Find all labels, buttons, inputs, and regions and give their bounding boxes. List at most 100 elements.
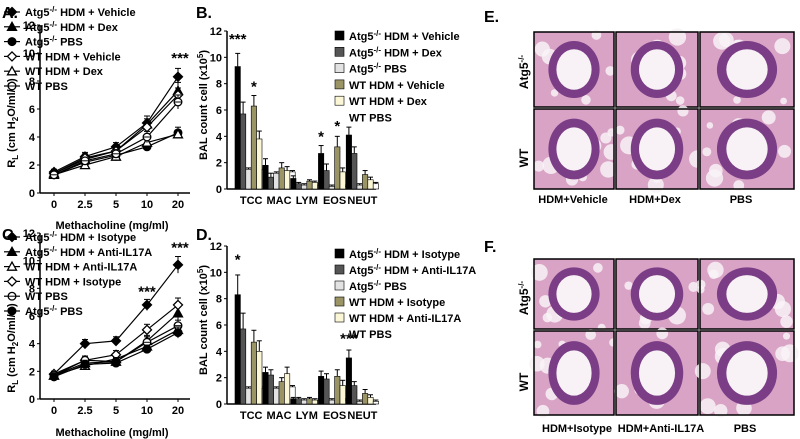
micrograph-f-1-2-alveolus — [694, 363, 711, 380]
micrograph-f-1-1-airway-lumen — [638, 350, 676, 396]
bar-d-4-0 — [345, 357, 352, 405]
x-tick-label-c: 20 — [172, 405, 184, 417]
row-label-atg5-e: Atg5-/- — [517, 55, 531, 90]
bar-d-4-1 — [351, 385, 358, 405]
legend-marker-c-2 — [6, 260, 18, 271]
y-tick-label-a: 4 — [29, 132, 36, 144]
x-tick-label-d: EOS — [323, 410, 346, 422]
legend-swatch-b-3 — [334, 79, 345, 90]
micrograph-e-1-2-alveolus — [705, 169, 724, 187]
bar-b-1-1 — [267, 176, 274, 190]
micrograph-e-0-1-airway-lumen — [638, 49, 676, 90]
bar-b-0-0 — [234, 66, 241, 190]
micrograph-e-0-0-border — [533, 31, 615, 108]
micrograph-f-0-0-alveolus — [539, 295, 552, 308]
x-tick-label-a: 0 — [51, 199, 57, 211]
data-point-c-0 — [172, 259, 184, 271]
x-tick-label-b: TCC — [240, 195, 263, 207]
row-label-atg5-f: Atg5-/- — [517, 281, 531, 316]
significance-label-c: *** — [171, 239, 189, 256]
line-chart-c: RL (cm H2O/ml/S) Methacholine (mg/ml) 0 2… — [4, 228, 190, 439]
x-tick-label-c: 5 — [113, 405, 119, 417]
x-tick-label-b: MAC — [266, 195, 291, 207]
micrograph-e-0-0-airway-lumen — [556, 49, 592, 90]
bar-d-0-0 — [234, 294, 241, 405]
micrograph-f-0-2-border — [699, 258, 795, 330]
line-chart-a: RL (cm H2O/ml/S) Methacholine (mg/ml) 0 2… — [4, 5, 190, 232]
data-point-a-0 — [172, 71, 184, 83]
y-tick-label-d: 2 — [216, 373, 222, 385]
significance-label-d: * — [235, 251, 241, 268]
bar-b-1-4 — [284, 170, 291, 190]
micrograph-f-1-2-alveolus — [714, 404, 728, 418]
y-tick-label-d: 6 — [216, 320, 222, 332]
y-tick-label-d: 0 — [216, 399, 222, 411]
x-tick-label-d: MAC — [266, 410, 291, 422]
bar-chart-b: BAL count cell (x105) 0 2 4 6 8 10 12 TCC MAC LYM… — [196, 26, 460, 207]
bar-d-3-4 — [339, 385, 346, 405]
data-point-c-1 — [172, 307, 184, 318]
col-label-pbs-f: PBS — [734, 423, 757, 435]
micrograph-e-1-1 — [615, 105, 707, 193]
micrograph-f-1-2-alveolus — [782, 332, 791, 340]
micrograph-f-1-0-border — [533, 330, 615, 416]
micrograph-f-0-0-alveolus — [593, 263, 603, 273]
row-label-wt-e: WT — [517, 148, 531, 167]
legend-label-a-5: WT PBS — [25, 81, 68, 93]
micrograph-f-0-0-alveolus — [530, 264, 548, 281]
y-tick-label-a: 12 — [23, 20, 35, 32]
x-axis-title-c: Methacholine (mg/ml) — [55, 427, 168, 439]
micrograph-f-1-0-alveolus — [585, 329, 597, 341]
legend-label-b-1: Atg5-/- HDM + Dex — [349, 45, 443, 59]
micrograph-e-0-2-alveolus — [774, 38, 791, 55]
legend-marker-a-2 — [7, 37, 17, 47]
bar-b-2-3 — [306, 180, 313, 190]
data-point-c-5 — [49, 372, 59, 382]
bar-d-4-2 — [356, 401, 363, 405]
micrograph-f-0-2-alveolus — [707, 261, 724, 279]
micrograph-f-0-0-border — [533, 258, 615, 330]
data-point-c-0 — [79, 338, 91, 350]
panel-label-e: E. — [484, 9, 499, 26]
legend-swatch-d-1 — [334, 264, 345, 275]
micrograph-e-1-2-alveolus — [702, 147, 712, 157]
col-label-hdm-isotype: HDM+Isotype — [542, 423, 612, 435]
legend-label-a-1: Atg5-/- HDM + Dex — [25, 20, 119, 34]
micrograph-grid-e: Atg5-/- WT HDM+Vehicle HDM+Dex PBS — [517, 28, 795, 206]
micrograph-f-0-1-border — [615, 258, 699, 330]
bar-d-1-1 — [267, 374, 274, 405]
micrograph-f-1-0 — [529, 329, 618, 418]
micrograph-f-0-0-airway-lumen — [556, 275, 592, 313]
bar-b-4-0 — [345, 134, 352, 190]
bar-b-2-2 — [301, 184, 308, 190]
bar-b-3-0 — [318, 153, 325, 190]
bar-b-2-0 — [290, 178, 297, 190]
micrograph-f-1-2-airway-lumen — [726, 350, 768, 396]
legend-swatch-b-2 — [334, 63, 345, 73]
y-tick-label-c: 12 — [23, 228, 35, 240]
data-point-c-5 — [173, 328, 183, 338]
bar-d-4-4 — [367, 397, 374, 405]
y-axis-title-d: BAL count cell (x105) — [196, 265, 210, 375]
bar-b-0-1 — [240, 113, 247, 190]
micrograph-e-0-2-airway-lumen — [726, 49, 768, 90]
legend-label-d-0: Atg5-/- HDM + Isotype — [349, 247, 460, 261]
x-tick-label-c: 0 — [51, 405, 57, 417]
legend-marker-c-1 — [6, 245, 18, 257]
micrograph-f-1-2-alveolus — [775, 346, 790, 362]
data-point-c-0 — [141, 299, 153, 311]
bar-b-4-3 — [362, 174, 369, 190]
bar-b-4-5 — [372, 183, 379, 190]
x-tick-label-a: 10 — [141, 199, 153, 211]
y-tick-label-b: 2 — [216, 158, 222, 170]
micrograph-e-1-2-airway-lumen — [726, 127, 768, 171]
bar-b-1-0 — [262, 165, 269, 190]
y-tick-label-a: 8 — [29, 76, 35, 88]
panel-label-d: D. — [196, 227, 212, 244]
micrograph-e-1-0-alveolus — [533, 160, 545, 172]
micrograph-e-1-2-alveolus — [733, 180, 745, 191]
micrograph-e-0-2 — [699, 31, 795, 108]
micrograph-f-1-2-border — [699, 330, 795, 416]
legend-label-d-4: WT HDM + Anti-IL17A — [349, 313, 461, 325]
